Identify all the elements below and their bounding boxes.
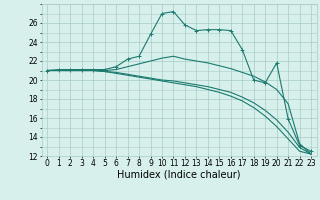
X-axis label: Humidex (Indice chaleur): Humidex (Indice chaleur)	[117, 170, 241, 180]
